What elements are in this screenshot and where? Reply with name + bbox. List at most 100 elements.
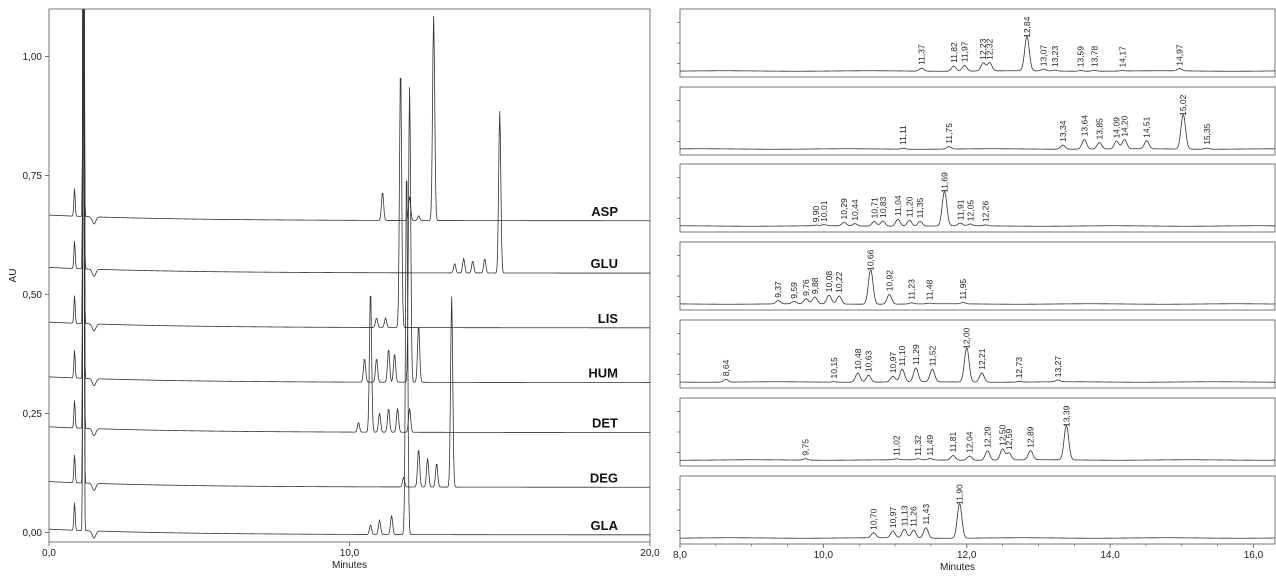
trace-deg [49,9,650,491]
trace-asp [49,9,650,225]
peak-label: 11,02 [892,435,902,456]
trace-label-det: DET [592,416,618,431]
peak-label: 12,04 [965,431,975,453]
peak-label: 10,83 [878,196,888,218]
peak-label: 9,90 [811,205,821,222]
panel-trace-hum [680,269,1275,305]
peak-label: 9,76 [801,279,811,296]
peak-label: 14,20 [1120,115,1130,137]
peak-label: 10,97 [888,507,898,529]
panel-trace-deg [680,424,1275,461]
peak-label: 10,71 [869,197,879,219]
peak-label: 11,20 [904,196,914,217]
right-x-axis-title: Minutes [940,562,975,573]
trace-label-hum: HUM [588,366,618,381]
peak-label: 12,50 [998,424,1008,446]
peak-label: 11,91 [955,199,965,220]
peak-label: 11,23 [907,279,917,300]
peak-label: 11,48 [925,279,935,300]
peak-label: 11,13 [899,505,909,526]
peak-label: 13,23 [1050,46,1060,68]
peak-label: 10,92 [884,270,894,292]
peak-label: 12,84 [1022,16,1032,38]
peak-label: 9,37 [773,281,783,298]
trace-gla [49,9,650,539]
panel-trace-gla [680,502,1275,539]
peak-label: 12,23 [978,38,988,60]
peak-label: 11,37 [917,44,927,65]
peak-label: 12,89 [1026,426,1036,448]
trace-label-glu: GLU [591,256,618,271]
peak-label: 11,32 [913,435,923,456]
peak-label: 11,10 [897,345,907,366]
peak-label: 10,63 [864,351,874,373]
panel-trace-det [680,346,1275,383]
peak-label: 11,97 [960,41,970,62]
peak-label: 13,78 [1089,46,1099,68]
trace-det [49,9,650,437]
peak-label: 12,00 [962,327,972,349]
x-tick-label: 20,0 [640,548,660,559]
overlay-chromatogram-panel: 0,00 0,25 0,50 0,75 1,00 0,0 10,0 20,0 Minutes AU… [8,8,660,571]
peak-label: 12,26 [980,201,990,223]
peak-label: 14,51 [1142,116,1152,138]
trace-hum [49,9,650,387]
peak-label: 10,01 [819,200,829,222]
x-tick-label: 0,0 [42,548,56,559]
peak-label: 15,35 [1202,123,1212,145]
peak-label: 13,59 [1076,46,1086,68]
panel-deg: 9,75 11,02 11,32 11,49 11,81 12,04 12,29 12,501… [677,397,1276,467]
peak-label: 14,09 [1112,117,1122,139]
right-x-tick-label: 8,0 [673,550,687,561]
peak-label: 13,27 [1053,356,1063,378]
panel-frame [679,163,1276,233]
panel-hum: 9,37 9,59 9,769,88 10,08 10,22 10,66 10,92 11,2… [677,241,1276,311]
peak-label: 11,82 [949,42,959,63]
peak-label: 10,44 [850,199,860,221]
x-tick-label: 10,0 [340,548,360,559]
peak-label: 13,64 [1079,115,1089,137]
x-axis-title: Minutes [332,560,367,571]
trace-glu [49,9,650,277]
y-tick-label: 1,00 [23,52,43,63]
y-tick-label: 0,25 [23,409,43,420]
panel-trace-glu [680,113,1275,150]
peak-label: 15,02 [1178,94,1188,116]
y-tick-label: 0,75 [23,171,43,182]
peak-label: 11,11 [898,125,908,145]
peak-label: 11,04 [893,195,903,216]
y-axis-title: AU [8,269,19,283]
peak-label: 11,29 [911,344,921,365]
peak-label: 11,49 [925,435,935,456]
peak-label: 9,59 [789,282,799,299]
peak-label: 9,88 [810,277,820,294]
peak-label: 12,05 [965,200,975,222]
peak-label: 10,97 [888,352,898,374]
peak-label: 11,69 [940,172,950,193]
peak-label: 12,32 [985,38,995,60]
peak-label: 10,48 [853,348,863,370]
peak-label: 10,66 [866,249,876,271]
trace-lis [49,9,650,332]
peak-label: 12,73 [1014,357,1024,379]
peak-label: 10,08 [824,271,834,293]
peak-label: 11,43 [921,504,931,525]
peak-label: 11,52 [927,345,937,366]
peak-label: 10,29 [839,198,849,220]
peak-label: 10,22 [834,271,844,293]
peak-label: 13,34 [1058,120,1068,142]
right-x-tick-label: 16,0 [1244,550,1264,561]
panel-frame [679,475,1276,545]
peak-label: 14,97 [1175,44,1185,66]
peak-label: 9,75 [801,439,811,456]
panel-frame [679,241,1276,311]
y-tick-label: 0,00 [23,528,43,539]
right-x-tick-label: 10,0 [814,550,834,561]
peak-label: 12,21 [977,348,987,370]
